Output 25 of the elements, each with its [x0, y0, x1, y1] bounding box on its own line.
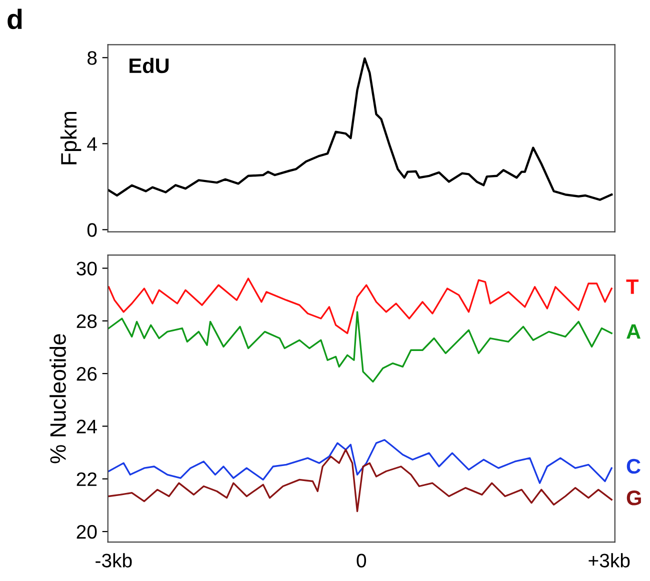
- y-tick-label: 28: [76, 314, 97, 328]
- y-tick-label: 22: [76, 472, 97, 486]
- y-tick-label: 24: [76, 420, 97, 434]
- line-series: [108, 278, 612, 334]
- series-label: G: [626, 490, 641, 506]
- y-tick-label: 0: [87, 223, 97, 237]
- line-series: [108, 57, 613, 201]
- chart-title: EdU: [130, 58, 169, 74]
- y-tick-label: 8: [88, 51, 97, 65]
- y-axis-title: Fpkm: [60, 112, 82, 164]
- y-tick-label: 26: [76, 367, 97, 381]
- x-tick-label: +3kb: [588, 553, 630, 568]
- series-label: T: [626, 280, 639, 294]
- line-series: [108, 311, 612, 383]
- line-series: [108, 448, 612, 512]
- y-tick-label: 20: [76, 525, 97, 539]
- x-tick-label: -3kb: [96, 553, 132, 568]
- y-axis-title: % Nucleotide: [50, 334, 66, 464]
- series-label: A: [626, 324, 641, 339]
- y-tick-label: 30: [76, 262, 97, 276]
- text: d: [8, 8, 22, 30]
- x-tick-label: 0: [356, 554, 366, 568]
- series-label: C: [626, 458, 640, 474]
- line-series: [108, 439, 612, 484]
- y-tick-label: 4: [87, 137, 97, 151]
